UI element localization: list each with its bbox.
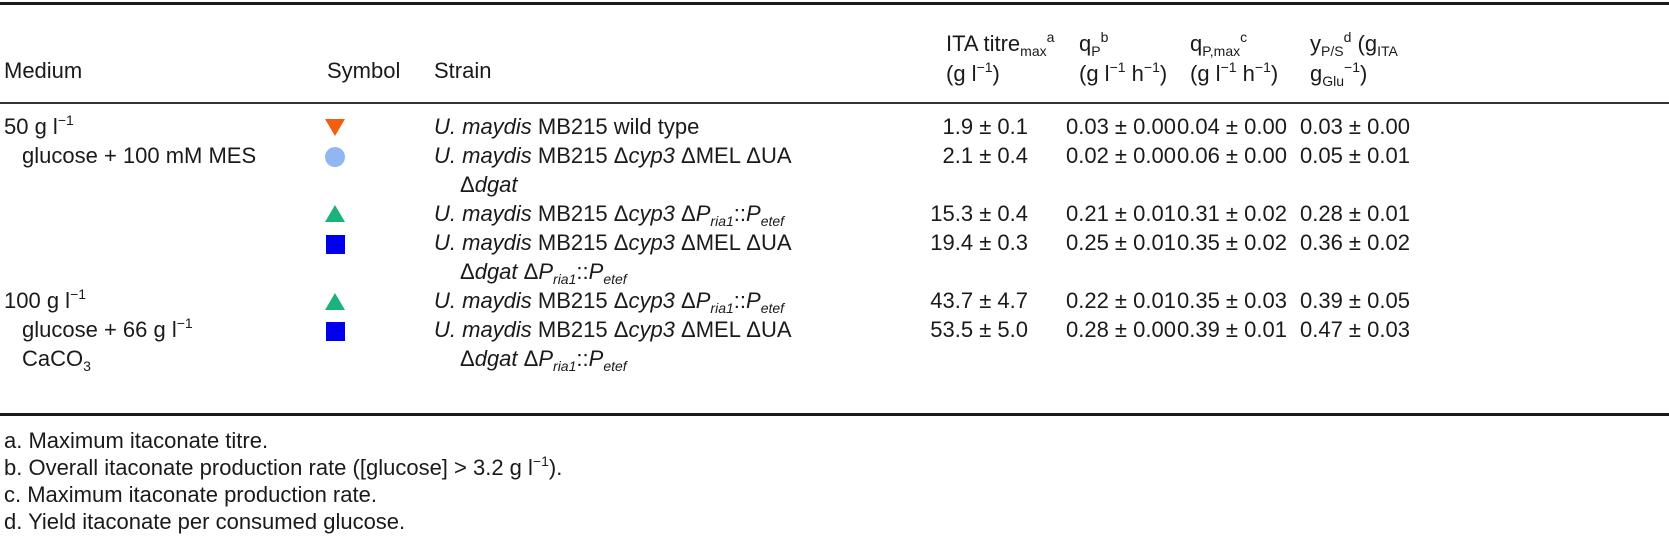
yps-row-5: 0.39 ± 0.05 [1300, 288, 1410, 313]
orange-down-triangle-icon [325, 119, 345, 136]
titre-row-1: 1.9 ± 0.1 [942, 114, 1028, 139]
strain-row-2-cont: Δdgat [460, 172, 518, 197]
qpmax-row-2: 0.06 ± 0.00 [1177, 143, 1287, 168]
strain-row-4: U. maydis MB215 Δcyp3 ΔMEL ΔUA [434, 230, 792, 255]
header-symbol: Symbol [327, 58, 401, 83]
yps-row-3: 0.28 ± 0.01 [1300, 201, 1410, 226]
yps-row-2: 0.05 ± 0.01 [1300, 143, 1410, 168]
footnote-d: d. Yield itaconate per consumed glucose. [4, 509, 406, 534]
top-rule [0, 2, 1669, 5]
header-ita-titre: ITA titremaxa (g l−1) [946, 29, 1055, 86]
qpmax-row-1: 0.04 ± 0.00 [1177, 114, 1287, 139]
blue-square-icon [326, 322, 345, 341]
footnote-c: c. Maximum itaconate production rate. [4, 482, 377, 507]
qp-row-1: 0.03 ± 0.00 [1066, 114, 1176, 139]
strain-row-6-cont: Δdgat ΔPria1::Petef [460, 346, 627, 374]
light-blue-circle-icon [325, 147, 345, 167]
qpmax-row-3: 0.31 ± 0.02 [1177, 201, 1287, 226]
qpmax-row-5: 0.35 ± 0.03 [1177, 288, 1287, 313]
strain-row-1: U. maydis MB215 wild type [434, 114, 700, 139]
titre-row-5: 43.7 ± 4.7 [930, 288, 1028, 313]
green-up-triangle-icon [325, 293, 345, 310]
header-yps: yP/Sd (gITA gGlu−1) [1310, 29, 1398, 89]
qp-row-4: 0.25 ± 0.01 [1066, 230, 1176, 255]
qp-row-6: 0.28 ± 0.00 [1066, 317, 1176, 342]
qp-row-2: 0.02 ± 0.00 [1066, 143, 1176, 168]
blue-square-icon [326, 235, 345, 254]
footnote-a: a. Maximum itaconate titre. [4, 428, 269, 453]
qp-row-3: 0.21 ± 0.01 [1066, 201, 1176, 226]
yps-row-6: 0.47 ± 0.03 [1300, 317, 1410, 342]
header-qpmax: qP,maxc (g l−1 h−1) [1190, 29, 1279, 86]
titre-row-6: 53.5 ± 5.0 [930, 317, 1028, 342]
titre-row-2: 2.1 ± 0.4 [942, 143, 1028, 168]
bottom-rule [0, 413, 1669, 416]
medium-1-line1: 50 g l−1 [4, 112, 74, 139]
qp-row-5: 0.22 ± 0.01 [1066, 288, 1176, 313]
yps-row-1: 0.03 ± 0.00 [1300, 114, 1410, 139]
yps-row-4: 0.36 ± 0.02 [1300, 230, 1410, 255]
strain-row-6: U. maydis MB215 Δcyp3 ΔMEL ΔUA [434, 317, 792, 342]
header-strain: Strain [434, 58, 492, 83]
footnote-b: b. Overall itaconate production rate ([g… [4, 453, 563, 480]
strain-row-2: U. maydis MB215 Δcyp3 ΔMEL ΔUA [434, 143, 792, 168]
strain-row-3: U. maydis MB215 Δcyp3 ΔPria1::Petef [434, 201, 785, 229]
qpmax-row-4: 0.35 ± 0.02 [1177, 230, 1287, 255]
strain-row-5: U. maydis MB215 Δcyp3 ΔPria1::Petef [434, 288, 785, 316]
medium-2-line3: CaCO3 [22, 346, 91, 374]
green-up-triangle-icon [325, 205, 345, 222]
medium-2-line1: 100 g l−1 [4, 286, 87, 313]
header-rule [0, 102, 1669, 104]
qpmax-row-6: 0.39 ± 0.01 [1177, 317, 1287, 342]
titre-row-3: 15.3 ± 0.4 [930, 201, 1028, 226]
header-medium: Medium [4, 58, 83, 83]
titre-row-4: 19.4 ± 0.3 [930, 230, 1028, 255]
medium-1-line2: glucose + 100 mM MES [22, 143, 257, 168]
medium-2-line2: glucose + 66 g l−1 [22, 315, 193, 342]
header-qp: qPb (g l−1 h−1) [1079, 29, 1168, 86]
strain-row-4-cont: Δdgat ΔPria1::Petef [460, 259, 627, 287]
